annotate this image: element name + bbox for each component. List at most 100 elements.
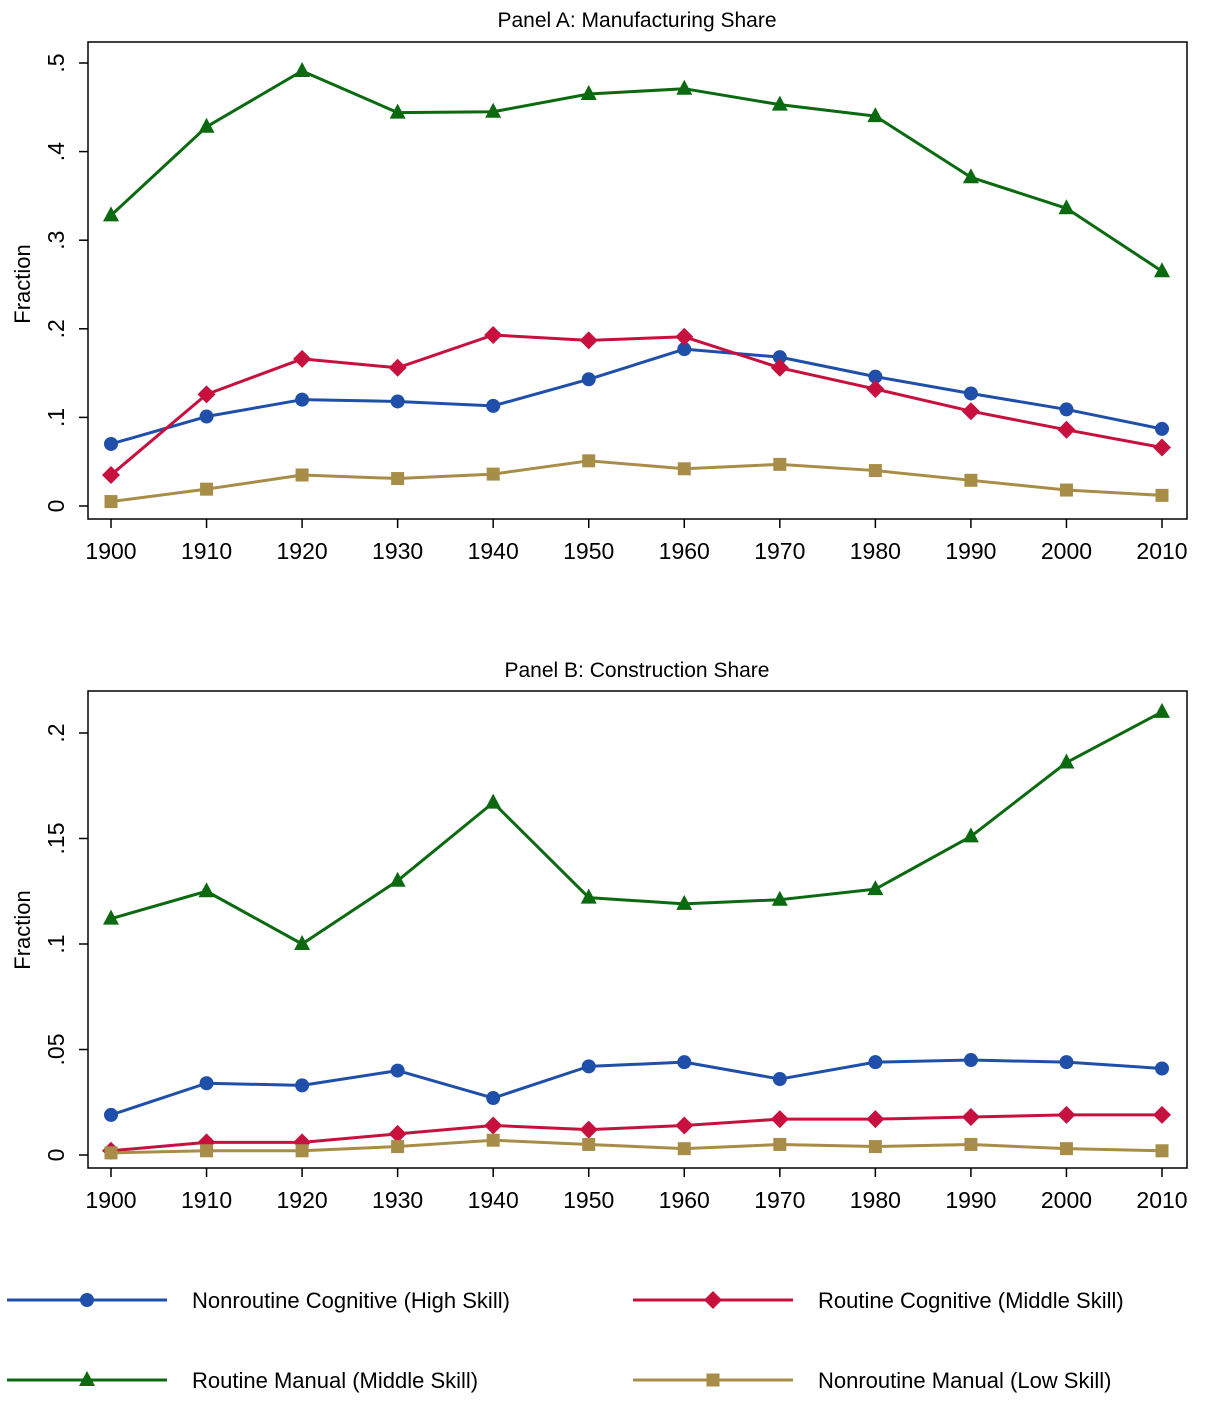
panel-a-point-routine-cognitive-middle-skill-1940	[484, 326, 503, 345]
panel-b-point-nonroutine-manual-low-skill-1940	[486, 1133, 500, 1147]
panel-a-point-routine-manual-middle-skill-1990	[962, 168, 979, 184]
panel-a-point-nonroutine-cognitive-high-skill-1960	[677, 342, 692, 357]
panel-b-point-nonroutine-cognitive-high-skill-2010	[1155, 1061, 1169, 1076]
panel-b-point-nonroutine-manual-low-skill-2010	[1155, 1144, 1169, 1158]
panel-b-point-nonroutine-cognitive-high-skill-1910	[199, 1076, 214, 1091]
panel-b-point-routine-manual-middle-skill-1940	[485, 793, 502, 809]
panel-b-series-routine-manual-middle-skill	[103, 702, 1170, 950]
panel-b-line-nonroutine-manual-low-skill	[110, 1138, 1163, 1155]
panel-a-point-routine-cognitive-middle-skill-1950	[579, 331, 598, 350]
panel-a-point-nonroutine-manual-low-skill-1920	[295, 468, 309, 482]
panel-b-point-routine-cognitive-middle-skill-2010	[1153, 1105, 1171, 1124]
panel-a-point-routine-cognitive-middle-skill-1920	[293, 349, 312, 368]
panel-a-x-tick-label-1970: 1970	[754, 538, 805, 564]
panel-b-point-routine-manual-middle-skill-1950	[580, 888, 597, 904]
panel-b: Panel B: Construction Share 1900 1910 1920…	[10, 659, 1188, 1213]
panel-b-point-routine-manual-middle-skill-1930	[389, 871, 406, 887]
panel-a-point-routine-manual-middle-skill-1940	[485, 102, 502, 118]
panel-a-x-tick-label-2010: 2010	[1136, 538, 1187, 564]
panel-a-point-nonroutine-manual-low-skill-1930	[391, 472, 405, 486]
panel-b-x-tick-label-1920: 1920	[277, 1187, 328, 1213]
panel-a-y-tick-label-4: .4	[43, 142, 69, 161]
panel-a-point-routine-manual-middle-skill-1970	[771, 95, 788, 111]
legend-marker-routine-manual-middle-skill	[79, 1371, 95, 1386]
panel-b-series-nonroutine-manual-low-skill	[104, 1133, 1169, 1160]
panel-b-point-routine-cognitive-middle-skill-1940	[484, 1116, 503, 1135]
legend-label-routine-cognitive: Routine Cognitive (Middle Skill)	[818, 1288, 1124, 1313]
panel-b-point-routine-cognitive-middle-skill-1980	[866, 1110, 885, 1129]
panel-a-point-nonroutine-manual-low-skill-1900	[104, 495, 118, 509]
panel-b-y-tick-label-0: 0	[43, 1149, 69, 1162]
panel-b-point-nonroutine-cognitive-high-skill-1970	[772, 1072, 787, 1087]
panel-a-point-nonroutine-manual-low-skill-2000	[1059, 483, 1073, 497]
panel-b-y-tick-label-3: .15	[43, 823, 69, 855]
panel-b-point-nonroutine-manual-low-skill-1910	[200, 1144, 214, 1158]
panel-a-x-tick-label-2000: 2000	[1041, 538, 1092, 564]
panel-a-point-nonroutine-cognitive-high-skill-1950	[581, 372, 596, 387]
panel-a-line-nonroutine-manual-low-skill	[110, 459, 1163, 504]
legend-marker-routine-cognitive-middle-skill	[704, 1291, 722, 1309]
panel-b-point-nonroutine-cognitive-high-skill-1980	[868, 1055, 883, 1070]
legend-key-routine-manual	[7, 1371, 167, 1386]
panel-b-point-routine-cognitive-middle-skill-1950	[579, 1120, 598, 1139]
panel-b-point-routine-cognitive-middle-skill-1970	[770, 1110, 789, 1129]
panel-a-point-routine-manual-middle-skill-1980	[867, 107, 884, 123]
panel-a-line-routine-manual-middle-skill	[109, 69, 1163, 273]
panel-a-line-routine-cognitive-middle-skill	[110, 333, 1163, 477]
panel-b-y-tick-label-2: .1	[43, 934, 69, 953]
panel-b-point-nonroutine-manual-low-skill-2000	[1059, 1142, 1073, 1156]
panel-b-x-tick-label-1970: 1970	[754, 1187, 805, 1213]
panel-b-y-tick-label-1: .05	[43, 1034, 69, 1066]
panel-b-point-nonroutine-cognitive-high-skill-1960	[677, 1055, 692, 1070]
legend-item-routine-manual: Routine Manual (Middle Skill)	[7, 1368, 478, 1393]
legend-label-routine-manual: Routine Manual (Middle Skill)	[192, 1368, 478, 1393]
panel-a-series	[102, 61, 1171, 509]
panel-a-series-nonroutine-cognitive-high-skill	[104, 342, 1169, 451]
legend-item-routine-cognitive: Routine Cognitive (Middle Skill)	[633, 1288, 1124, 1313]
panel-b-x-tick-label-2010: 2010	[1136, 1187, 1187, 1213]
panel-b-series-nonroutine-cognitive-high-skill	[104, 1053, 1169, 1122]
panel-b-x-tick-label-1940: 1940	[468, 1187, 519, 1213]
panel-a-x-tick-label-1910: 1910	[181, 538, 232, 564]
panel-a-point-routine-cognitive-middle-skill-1910	[197, 385, 216, 404]
panel-a-point-routine-manual-middle-skill-1900	[103, 206, 119, 222]
panel-b-x-tick-label-1910: 1910	[181, 1187, 232, 1213]
legend-label-nonroutine-manual: Nonroutine Manual (Low Skill)	[818, 1368, 1111, 1393]
panel-b-point-routine-cognitive-middle-skill-1990	[961, 1108, 980, 1127]
panel-a-y-tick-label-0: 0	[43, 500, 69, 513]
panel-b-point-nonroutine-cognitive-high-skill-1920	[295, 1078, 310, 1093]
panel-a-point-nonroutine-manual-low-skill-1960	[677, 462, 691, 476]
panel-b-point-nonroutine-manual-low-skill-1900	[104, 1146, 118, 1160]
panel-a-point-routine-cognitive-middle-skill-1970	[770, 358, 789, 377]
panel-b-point-routine-manual-middle-skill-2000	[1058, 753, 1075, 769]
panel-b-x-tick-label-1900: 1900	[85, 1187, 136, 1213]
panel-a-point-routine-cognitive-middle-skill-2000	[1057, 420, 1076, 439]
panel-b-title: Panel B: Construction Share	[505, 659, 770, 682]
panel-b-plot-frame	[87, 690, 1188, 1169]
panel-b-point-nonroutine-manual-low-skill-1920	[295, 1144, 309, 1158]
panel-a-title: Panel A: Manufacturing Share	[497, 9, 776, 32]
panel-b-point-nonroutine-cognitive-high-skill-1990	[963, 1053, 978, 1068]
panel-a-point-routine-cognitive-middle-skill-1900	[102, 465, 120, 484]
legend-item-nonroutine-manual: Nonroutine Manual (Low Skill)	[633, 1368, 1111, 1393]
panel-b-point-routine-cognitive-middle-skill-1960	[675, 1116, 694, 1135]
panel-a-point-routine-manual-middle-skill-1960	[676, 79, 693, 95]
panel-b-series	[102, 702, 1171, 1160]
panel-b-point-nonroutine-cognitive-high-skill-1950	[581, 1059, 596, 1074]
panel-b-point-routine-manual-middle-skill-1960	[676, 894, 693, 910]
panel-b-line-nonroutine-cognitive-high-skill	[110, 1058, 1163, 1117]
panel-b-line-routine-cognitive-middle-skill	[110, 1113, 1162, 1153]
panel-b-point-nonroutine-cognitive-high-skill-2000	[1059, 1055, 1074, 1070]
panel-b-x-tick-label-1960: 1960	[659, 1187, 710, 1213]
panel-a-point-nonroutine-cognitive-high-skill-1920	[295, 392, 310, 407]
panel-a-point-nonroutine-cognitive-high-skill-2010	[1155, 421, 1169, 436]
panel-a-point-nonroutine-manual-low-skill-1940	[486, 467, 500, 481]
panel-a-point-nonroutine-cognitive-high-skill-1900	[104, 436, 118, 451]
panel-a-x-tick-label-1990: 1990	[945, 538, 996, 564]
panel-a-point-nonroutine-manual-low-skill-1990	[964, 473, 978, 487]
panel-b-point-nonroutine-manual-low-skill-1990	[964, 1137, 978, 1151]
panel-a-x-tick-label-1940: 1940	[468, 538, 519, 564]
panel-a-point-nonroutine-cognitive-high-skill-1970	[772, 350, 787, 365]
panel-a-line-nonroutine-cognitive-high-skill	[110, 347, 1163, 446]
